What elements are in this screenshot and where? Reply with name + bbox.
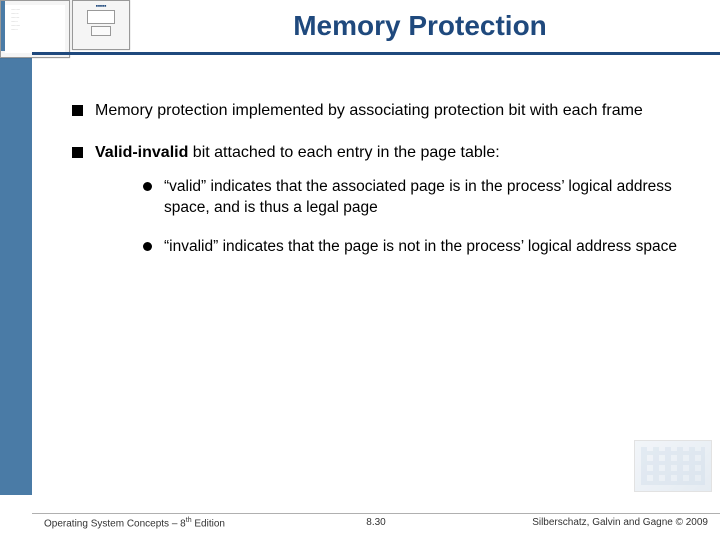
- bullet-item: Memory protection implemented by associa…: [72, 100, 690, 122]
- thumb-box: [87, 10, 115, 24]
- corner-decoration: [634, 440, 712, 492]
- prev-slide-thumbnail[interactable]: ........................................…: [0, 0, 70, 58]
- footer-book-suffix: Edition: [192, 518, 225, 529]
- title-area: Memory Protection: [140, 10, 700, 48]
- circle-bullet-icon: [143, 242, 152, 251]
- title-underline: [32, 52, 720, 55]
- footer-book-prefix: Operating System Concepts – 8: [44, 518, 186, 529]
- bullet-item: Valid-invalid bit attached to each entry…: [72, 142, 690, 276]
- sub-bullet-item: “invalid” indicates that the page is not…: [143, 237, 690, 258]
- thumb-title: ■■■■■: [76, 4, 126, 8]
- slide-content: Memory protection implemented by associa…: [72, 100, 690, 296]
- square-bullet-icon: [72, 147, 83, 158]
- footer-left-text: Operating System Concepts – 8th Edition: [44, 517, 225, 529]
- circle-bullet-icon: [143, 182, 152, 191]
- next-slide-thumbnail[interactable]: ■■■■■: [72, 0, 130, 50]
- footer-copyright: Silberschatz, Galvin and Gagne © 2009: [532, 517, 708, 528]
- bullet-rest: bit attached to each entry in the page t…: [188, 144, 499, 161]
- bold-term: Valid-invalid: [95, 144, 188, 161]
- footer-divider: [32, 513, 720, 514]
- bullet-text: Valid-invalid bit attached to each entry…: [95, 142, 690, 276]
- thumb-content: ■■■■■: [73, 1, 129, 40]
- slide-footer: Operating System Concepts – 8th Edition …: [32, 495, 720, 540]
- thumb-content: ........................................…: [5, 5, 65, 53]
- sub-bullet-text: “invalid” indicates that the page is not…: [164, 237, 677, 258]
- sub-bullet-item: “valid” indicates that the associated pa…: [143, 177, 690, 219]
- thumb-text: ........................................…: [5, 5, 65, 33]
- thumb-box: [91, 26, 111, 36]
- slide-title: Memory Protection: [140, 10, 700, 42]
- sidebar-accent: [0, 0, 32, 495]
- square-bullet-icon: [72, 105, 83, 116]
- bullet-text: Memory protection implemented by associa…: [95, 100, 643, 122]
- sub-list: “valid” indicates that the associated pa…: [143, 177, 690, 258]
- footer-page-number: 8.30: [366, 517, 385, 528]
- sub-bullet-text: “valid” indicates that the associated pa…: [164, 177, 690, 219]
